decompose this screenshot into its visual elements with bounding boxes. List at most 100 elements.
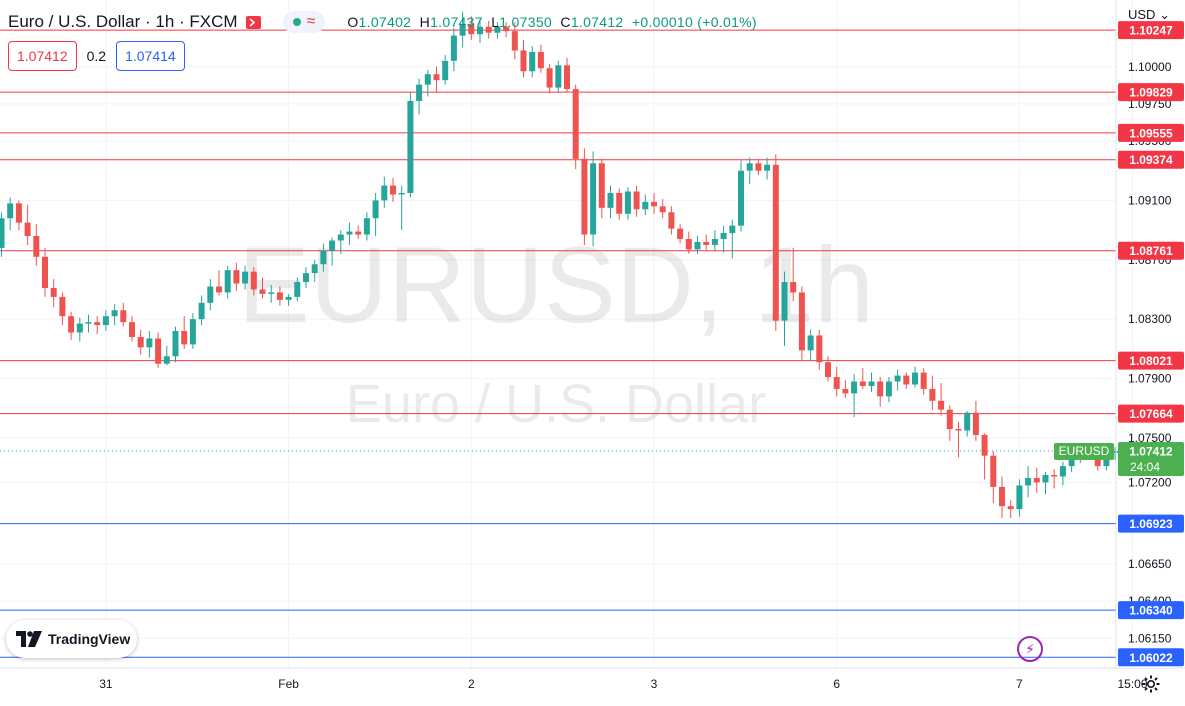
candle[interactable]: [207, 279, 214, 311]
candle[interactable]: [189, 313, 196, 349]
candle[interactable]: [155, 332, 162, 369]
candle[interactable]: [163, 345, 170, 366]
candle[interactable]: [729, 219, 736, 259]
candle[interactable]: [337, 230, 344, 254]
candle[interactable]: [624, 187, 631, 220]
candle[interactable]: [485, 20, 492, 39]
candle[interactable]: [468, 16, 475, 41]
candle[interactable]: [885, 377, 892, 403]
candle[interactable]: [938, 382, 945, 416]
candle[interactable]: [903, 372, 910, 389]
candle[interactable]: [972, 400, 979, 441]
candle[interactable]: [102, 310, 109, 332]
candle[interactable]: [738, 160, 744, 232]
candle[interactable]: [633, 185, 640, 217]
candle[interactable]: [981, 433, 988, 480]
candle[interactable]: [276, 286, 283, 306]
candle[interactable]: [677, 224, 684, 244]
candle[interactable]: [294, 277, 301, 302]
candle[interactable]: [946, 405, 953, 441]
candle[interactable]: [259, 277, 266, 299]
candle[interactable]: [511, 22, 518, 60]
candle[interactable]: [172, 326, 179, 363]
candle[interactable]: [964, 411, 971, 437]
candle[interactable]: [94, 316, 101, 334]
candle[interactable]: [433, 66, 440, 93]
candle[interactable]: [868, 372, 875, 392]
candle[interactable]: [807, 329, 814, 361]
candle[interactable]: [877, 377, 884, 407]
candle[interactable]: [746, 157, 753, 185]
candle[interactable]: [825, 356, 831, 382]
candle[interactable]: [703, 234, 710, 251]
candle[interactable]: [642, 194, 649, 216]
buy-price-button[interactable]: 1.07414: [116, 41, 185, 71]
candle[interactable]: [363, 212, 370, 241]
candle[interactable]: [798, 286, 805, 361]
candle[interactable]: [581, 148, 588, 245]
candle[interactable]: [224, 265, 231, 299]
candle[interactable]: [894, 369, 901, 391]
candle[interactable]: [859, 368, 866, 389]
candle[interactable]: [999, 476, 1005, 519]
flag-icon[interactable]: [245, 15, 261, 29]
lightning-icon[interactable]: ⚡: [1017, 636, 1043, 662]
candle[interactable]: [459, 11, 466, 48]
candle[interactable]: [833, 366, 840, 397]
candle[interactable]: [790, 247, 797, 302]
candle[interactable]: [33, 224, 40, 266]
candle[interactable]: [268, 285, 275, 303]
symbol-title[interactable]: Euro / U.S. Dollar · 1h · FXCM: [8, 12, 238, 31]
candle[interactable]: [242, 265, 249, 290]
candle[interactable]: [250, 267, 257, 296]
candle[interactable]: [1059, 461, 1066, 486]
candle[interactable]: [120, 302, 127, 327]
candle[interactable]: [76, 317, 83, 342]
candle[interactable]: [372, 192, 379, 237]
candle[interactable]: [711, 230, 718, 251]
candle[interactable]: [912, 366, 918, 388]
candle[interactable]: [564, 57, 570, 93]
candle[interactable]: [50, 279, 57, 308]
candle[interactable]: [137, 329, 144, 355]
candle[interactable]: [216, 270, 222, 296]
candle[interactable]: [572, 84, 579, 170]
candle[interactable]: [590, 151, 597, 247]
gear-icon[interactable]: [1141, 674, 1161, 694]
candle[interactable]: [851, 374, 858, 418]
candle[interactable]: [233, 262, 240, 291]
candle[interactable]: [537, 44, 544, 73]
candle[interactable]: [42, 247, 48, 297]
candle[interactable]: [1025, 466, 1032, 498]
candle[interactable]: [990, 451, 997, 504]
candle[interactable]: [1042, 472, 1049, 495]
candle[interactable]: [442, 54, 449, 85]
candle[interactable]: [398, 185, 405, 231]
candle[interactable]: [355, 225, 362, 239]
candle[interactable]: [407, 92, 414, 198]
candle[interactable]: [111, 304, 118, 326]
candle[interactable]: [311, 259, 318, 283]
candle[interactable]: [346, 222, 353, 245]
candle[interactable]: [494, 22, 501, 39]
candle[interactable]: [477, 19, 483, 44]
candle[interactable]: [1016, 479, 1023, 517]
candle[interactable]: [607, 185, 614, 219]
candle[interactable]: [616, 188, 623, 220]
candle[interactable]: [764, 157, 771, 180]
candle[interactable]: [668, 206, 675, 235]
candle[interactable]: [755, 158, 762, 176]
candle[interactable]: [929, 375, 936, 410]
candle[interactable]: [146, 331, 153, 358]
candle[interactable]: [450, 28, 457, 72]
market-status-pill[interactable]: ≈: [282, 11, 326, 33]
candle[interactable]: [685, 231, 692, 254]
candle[interactable]: [1051, 469, 1058, 489]
candle[interactable]: [546, 63, 553, 94]
candle[interactable]: [68, 311, 75, 340]
tradingview-logo[interactable]: TradingView: [6, 620, 137, 658]
candle[interactable]: [329, 237, 336, 266]
candle[interactable]: [503, 22, 510, 38]
candle[interactable]: [59, 292, 66, 326]
